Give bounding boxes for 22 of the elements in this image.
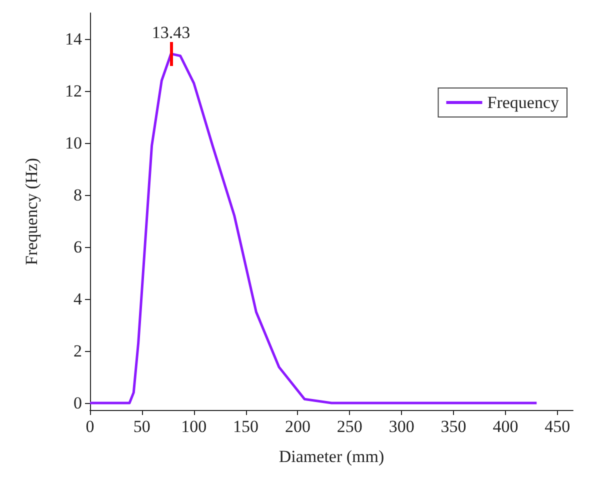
x-tick-label: 150 — [233, 417, 259, 436]
y-tick-label: 6 — [74, 237, 82, 256]
annotation: 13.43 — [152, 22, 190, 42]
x-tick-label: 300 — [388, 417, 414, 436]
x-tick-label: 450 — [544, 417, 570, 436]
x-tick-label: 400 — [492, 417, 518, 436]
x-tick-label: 100 — [181, 417, 207, 436]
y-tick-label: 14 — [65, 30, 82, 48]
legend-label: Frequency — [487, 93, 560, 112]
y-tick-label: 4 — [74, 289, 82, 308]
x-tick-label: 50 — [133, 417, 150, 436]
y-tick-label: 12 — [65, 81, 82, 100]
y-axis-title: Frequency (Hz) — [22, 158, 41, 266]
y-tick-label: 8 — [74, 185, 82, 204]
x-tick-label: 200 — [284, 417, 310, 436]
x-tick-label: 0 — [86, 417, 94, 436]
y-tick-label: 10 — [65, 133, 82, 152]
y-tick-label: 0 — [74, 393, 82, 412]
x-tick-label: 250 — [336, 417, 362, 436]
x-tick-label: 350 — [440, 417, 466, 436]
y-tick-label: 2 — [74, 341, 82, 360]
x-axis-title: Diameter (mm) — [278, 447, 384, 466]
